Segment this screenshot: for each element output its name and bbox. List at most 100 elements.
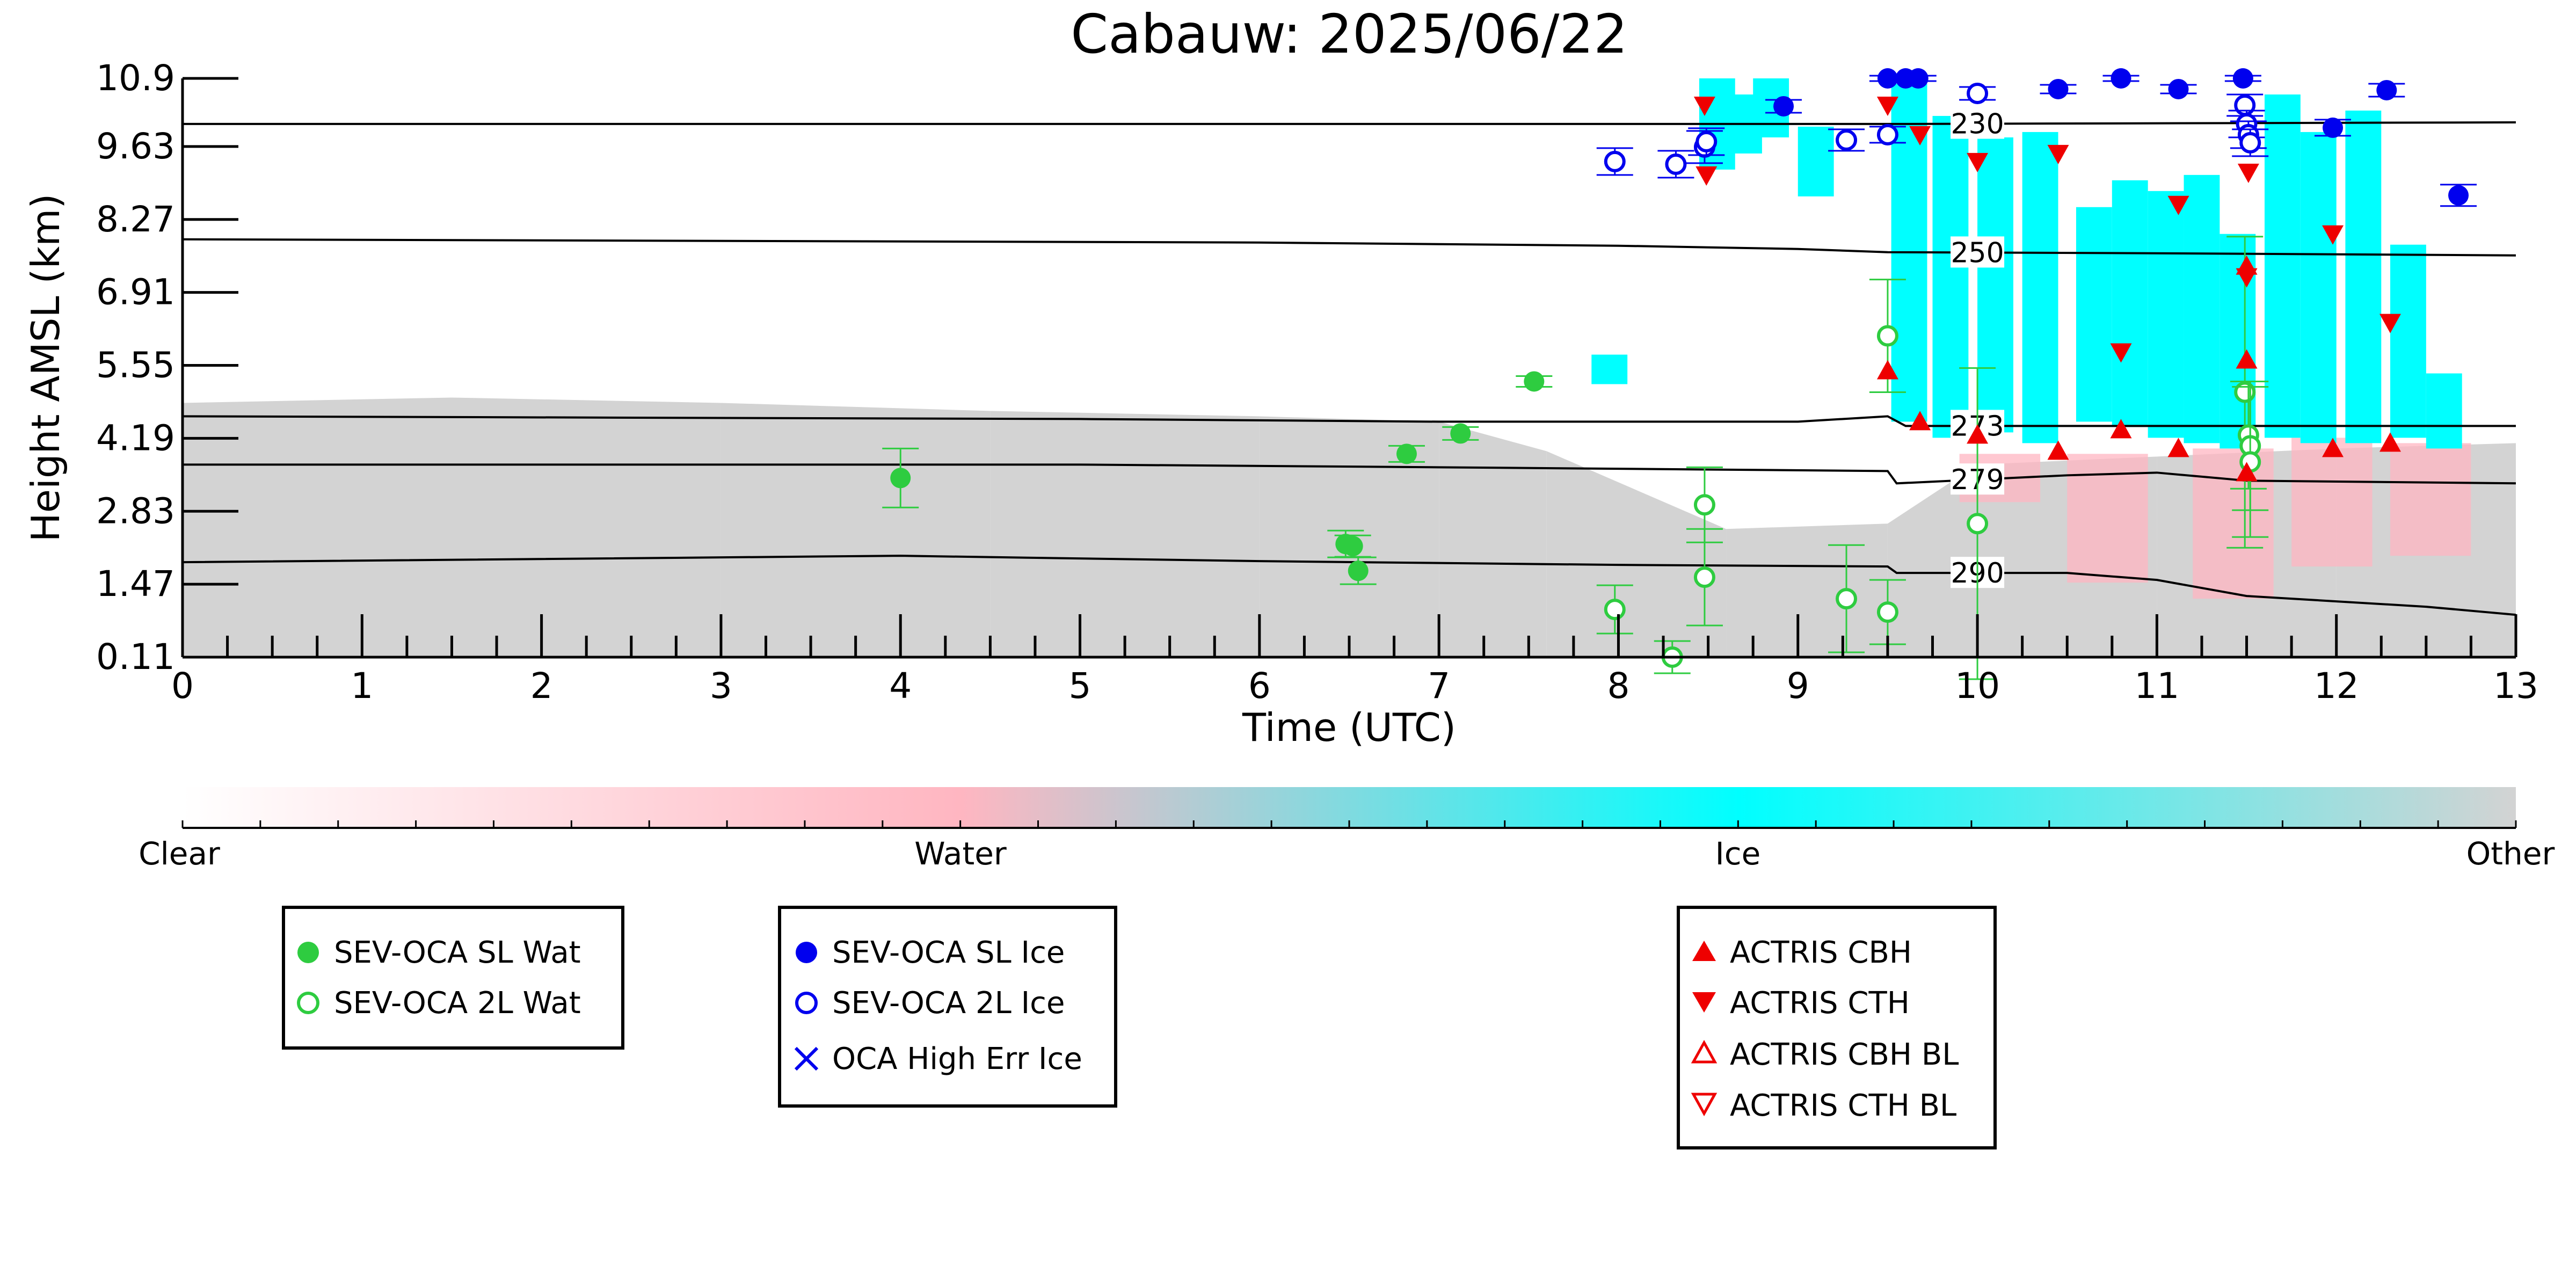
mask-ice-column [2390,244,2426,438]
data-point [1876,325,1898,347]
data-point [1665,153,1687,175]
legend-marker-cbh-bl [1691,1039,1718,1064]
colorbar-label-ice: Ice [1715,835,1761,872]
data-point [1524,371,1545,392]
mask-other-segment [1439,421,1547,657]
data-point [1967,513,1989,535]
mask-ice-column [2426,373,2462,449]
y-tick-label: 8.27 [96,199,175,240]
data-point [2110,419,2132,439]
data-point [2239,132,2261,154]
data-point [1876,123,1898,145]
data-point [2048,78,2069,99]
data-point [2379,314,2401,333]
colorbar: Clear Water Ice Other [139,787,2555,872]
data-point [1876,601,1898,623]
legend-label-sl-ice: SEV-OCA SL Ice [832,935,1065,970]
mask-other-segment [721,403,991,657]
data-point [2168,78,2189,99]
data-point [1348,561,1369,581]
mask-water-segment [2193,448,2274,599]
data-point [1450,423,1471,444]
legend-marker-high-err-ice [794,1046,819,1071]
x-tick-label: 10 [1955,665,2000,707]
mask-ice-column [1932,115,1969,438]
data-point [2111,68,2131,89]
colorbar-label-other: Other [2466,835,2555,872]
mask-ice-column [1591,354,1628,384]
data-point [1967,82,1989,104]
chart-title: Cabauw: 2025/06/22 [1071,3,1627,66]
data-point [1396,443,1417,464]
plot-area: 230250273279290 [183,78,2516,657]
retrieval-markers [882,68,2477,680]
legend-marker-sl-wat [297,942,319,963]
legend-marker-sl-ice [796,942,817,963]
legend-marker-cth [1692,992,1716,1013]
mask-ice-column [2345,110,2382,443]
y-tick-label: 10.9 [96,57,175,99]
x-tick-label: 4 [889,665,912,707]
data-point [1967,152,1989,172]
x-tick-label: 1 [351,665,373,707]
mask-ice-column [2184,174,2220,443]
data-point [1877,68,1898,89]
data-point [1695,130,1718,152]
mask-other-segment [183,397,452,657]
axes: 0 1 2 3 4 5 6 7 8 9 10 11 12 13 0.111.472.834.195.556… [96,57,2538,707]
isotherm-line [183,463,2516,485]
data-point [2110,343,2132,363]
y-tick-label: 6.91 [96,272,175,313]
data-point [2234,94,2256,116]
x-tick-label: 7 [1428,665,1450,707]
legend-water: SEV-OCA SL Wat SEV-OCA 2L Wat [282,906,624,1050]
isotherm-label: 250 [1951,237,2004,269]
isotherm-line [183,415,2516,427]
data-point [2323,117,2344,138]
data-point [1836,129,1858,151]
legend-actris: ACTRIS CBH ACTRIS CTH ACTRIS CBH BL ACTR… [1677,906,1997,1149]
data-point [1773,96,1794,117]
legend-label-cth-bl: ACTRIS CTH BL [1730,1088,1956,1123]
data-point [1967,424,1989,444]
x-tick-label: 5 [1069,665,1091,707]
mask-ice-column [2022,132,2058,443]
legend-label-cth: ACTRIS CTH [1730,986,1910,1021]
data-point [2167,195,2189,215]
data-point [1909,411,1931,431]
mask-other-segment [1887,464,1978,657]
x-tick-label: 8 [1607,665,1629,707]
data-point [2236,462,2258,482]
data-point [1908,68,1929,89]
data-point [2167,438,2189,457]
legend-marker-2l-wat [297,992,319,1014]
data-point [1604,150,1626,172]
mask-ice-column [2300,132,2337,443]
data-point [2322,225,2344,245]
data-point [1876,96,1898,116]
legend-ice: SEV-OCA SL Ice SEV-OCA 2L Ice OCA High E… [778,906,1117,1108]
y-tick-label: 1.47 [96,563,175,605]
data-point [2234,381,2256,403]
data-point [2232,68,2253,89]
y-tick-label: 5.55 [96,345,175,386]
data-point [2236,268,2258,288]
mask-other-segment [452,397,721,657]
mask-other-segment [990,411,1260,657]
y-tick-label: 0.11 [96,636,175,678]
data-point [1693,96,1715,116]
x-tick-label: 0 [171,665,194,707]
mask-other-segment [1546,451,1727,657]
x-tick-label: 2 [530,665,553,707]
data-point [2236,349,2258,369]
x-tick-label: 13 [2493,665,2538,707]
data-point [1695,166,1718,186]
y-tick-label: 9.63 [96,126,175,167]
y-ticks: 0.11 1.47 2.83 4.19 5.55 6.91 8.27 9.63 10.9 [96,57,238,678]
mask-ice-column [1798,126,1834,197]
x-axis-label: Time (UTC) [1242,705,1456,750]
x-tick-label: 12 [2314,665,2359,707]
x-tick-label: 11 [2134,665,2179,707]
mask-other-segment [1726,523,1888,657]
data-point [2047,144,2069,164]
